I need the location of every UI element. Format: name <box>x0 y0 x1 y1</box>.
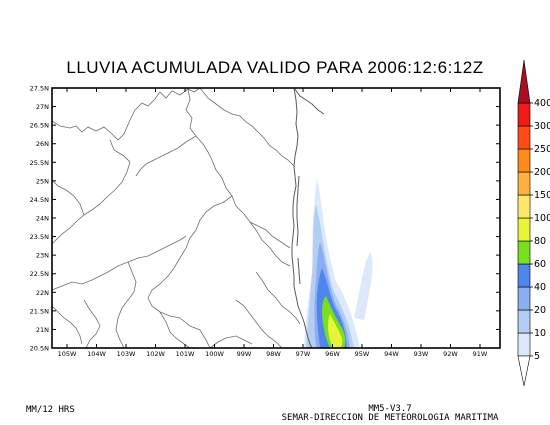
colorbar-segment <box>517 217 531 242</box>
us-mexico-border <box>51 87 201 141</box>
lon-tick-label: 97W <box>296 350 311 358</box>
us-gulf-coast <box>293 87 325 115</box>
colorbar-level-label: 200 <box>534 167 550 178</box>
state-border-g <box>83 299 101 349</box>
state-border-l <box>235 299 283 349</box>
colorbar-level-label: 10 <box>534 328 546 339</box>
map-title: LLUVIA ACUMULADA VALIDO PARA 2006:12:6:1… <box>66 58 484 77</box>
lon-tick-label: 99W <box>237 350 252 358</box>
colorbar-segment <box>517 125 531 150</box>
lat-tick-label: 20.5N <box>30 345 49 353</box>
rain-band-5-east <box>354 252 373 320</box>
state-border-k <box>255 271 301 325</box>
colorbar-segment <box>517 263 531 288</box>
lon-tick-label: 100W <box>205 350 224 358</box>
colorbar-underflow-arrow <box>517 355 531 387</box>
colorbar-level-label: 40 <box>534 282 546 293</box>
lat-tick-label: 26N <box>36 140 49 148</box>
colorbar-segment <box>517 148 531 173</box>
border-north-rio-bravo <box>199 87 295 167</box>
footer-time-step: MM/12 HRS <box>26 405 75 415</box>
map-frame <box>51 87 501 349</box>
lat-tick-label: 22.5N <box>30 270 49 278</box>
lat-tick-label: 25.5N <box>30 159 49 167</box>
colorbar-level-label: 250 <box>534 144 550 155</box>
colorbar-segment <box>517 309 531 334</box>
colorbar-level-label: 300 <box>534 121 550 132</box>
footer-model-version: MM5-V3.7 <box>368 404 412 414</box>
state-border-n <box>135 135 197 177</box>
colorbar-segment <box>517 171 531 196</box>
lon-tick-label: 105W <box>58 350 77 358</box>
state-border-m <box>209 335 253 349</box>
rainfall-shading <box>304 178 373 348</box>
colorbar: 5 10 20 40 60 80 100 150 200 250 300 400 <box>517 59 550 387</box>
lon-tick-label: 102W <box>146 350 165 358</box>
rain-band-80 <box>328 314 343 348</box>
state-border-c <box>147 195 233 319</box>
lat-tick-label: 23.5N <box>30 233 49 241</box>
lat-tick-label: 24N <box>36 215 49 223</box>
lat-tick-label: 26.5N <box>30 122 49 130</box>
colorbar-level-label: 400 <box>534 98 550 109</box>
country-state-borders <box>51 87 301 349</box>
lon-tick-label: 92W <box>443 350 458 358</box>
lon-tick-label: 101W <box>176 350 195 358</box>
colorbar-segment <box>517 240 531 265</box>
colorbar-level-label: 100 <box>534 213 550 224</box>
longitude-axis: 105W 104W 103W 102W 101W 100W 99W 98W 97W 96W 95W 9… <box>58 88 488 358</box>
colorbar-segment <box>517 332 531 357</box>
state-border-o <box>51 179 85 216</box>
lat-tick-label: 21.5N <box>30 307 49 315</box>
lon-tick-label: 103W <box>117 350 136 358</box>
lon-tick-label: 91W <box>473 350 488 358</box>
colorbar-segment <box>517 102 531 127</box>
gulf-coastline <box>291 87 325 349</box>
colorbar-segment <box>517 286 531 311</box>
lon-tick-label: 98W <box>266 350 281 358</box>
colorbar-level-label: 5 <box>534 351 540 362</box>
colorbar-segment <box>517 194 531 219</box>
state-border-e <box>179 317 211 349</box>
colorbar-level-label: 60 <box>534 259 546 270</box>
state-border-d <box>51 235 187 291</box>
lat-tick-label: 23N <box>36 252 49 260</box>
state-border-j <box>249 221 291 249</box>
colorbar-level-label: 80 <box>534 236 546 247</box>
colorbar-segment <box>517 59 531 104</box>
lat-tick-label: 27.5N <box>30 85 49 93</box>
lon-tick-label: 94W <box>384 350 399 358</box>
latitude-axis: 20.5N 21N 21.5N 22N 22.5N 23N 23.5N 24N 24.5N 25N… <box>30 85 500 353</box>
footer-credits: MM5-V3.7 SEMAR-DIRECCION DE METEOROLOGIA… <box>275 405 505 423</box>
lat-tick-label: 24.5N <box>30 196 49 204</box>
lat-tick-label: 27N <box>36 103 49 111</box>
lat-tick-label: 22N <box>36 289 49 297</box>
state-border-h <box>51 305 83 345</box>
lon-tick-label: 93W <box>414 350 429 358</box>
colorbar-level-label: 150 <box>534 190 550 201</box>
colorbar-level-label: 20 <box>534 305 546 316</box>
state-border-a <box>51 139 131 245</box>
lat-tick-label: 25N <box>36 177 49 185</box>
coastline <box>291 87 313 349</box>
lon-tick-label: 95W <box>355 350 370 358</box>
lat-tick-label: 21N <box>36 326 49 334</box>
lon-tick-label: 104W <box>87 350 106 358</box>
barrier-islands <box>296 175 301 285</box>
footer-agency: SEMAR-DIRECCION DE METEOROLOGIA MARITIMA <box>281 413 499 423</box>
lon-tick-label: 96W <box>325 350 340 358</box>
state-border-f <box>115 261 137 349</box>
state-border-b <box>185 88 291 267</box>
